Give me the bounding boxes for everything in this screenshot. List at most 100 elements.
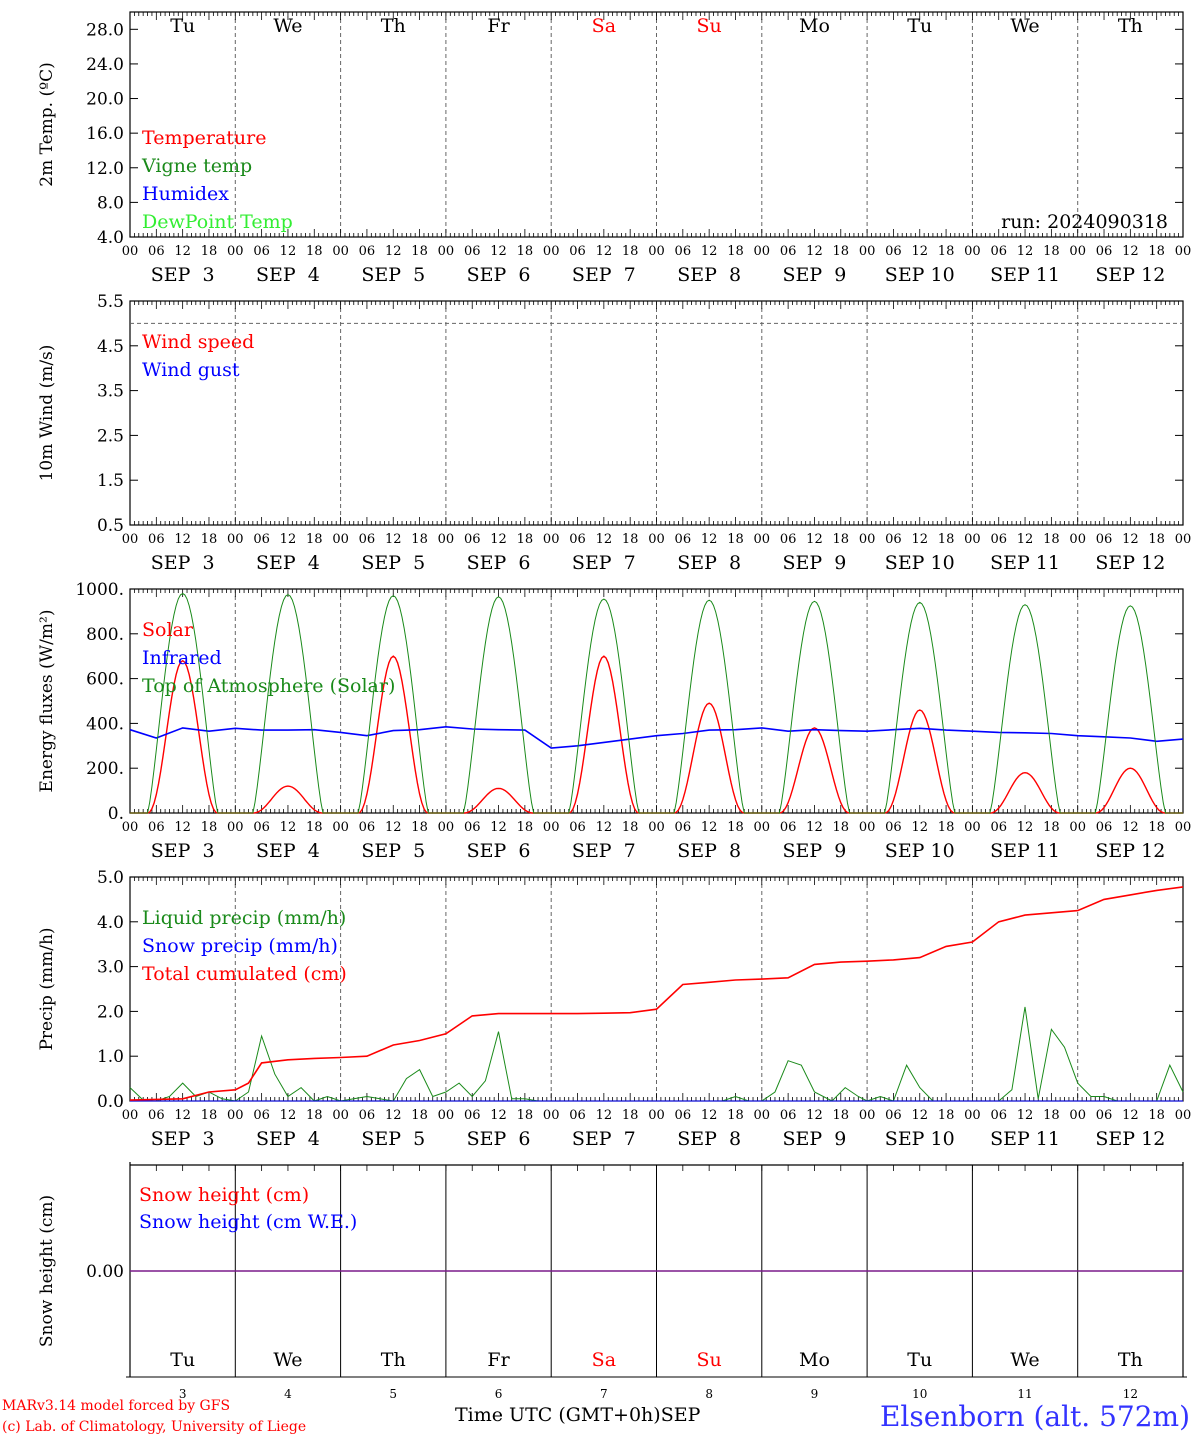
date-label: SEP 4 (256, 264, 320, 286)
hour-label: 00 (332, 820, 349, 835)
hour-label: 12 (280, 820, 297, 835)
date-label: SEP 11 (990, 840, 1060, 862)
hour-label: 12 (701, 532, 718, 547)
hour-label: 12 (806, 1108, 823, 1123)
hour-label: 18 (622, 532, 639, 547)
weekday-label: Tu (907, 15, 932, 37)
time-label-text: Time UTC (GMT+0h) (455, 1404, 661, 1426)
hour-label: 18 (938, 1108, 955, 1123)
hour-label: 00 (1175, 1108, 1192, 1123)
weekday-label: We (273, 1349, 302, 1371)
hour-label: 06 (780, 244, 797, 259)
y-tick-label: 0.5 (97, 516, 124, 536)
date-label: SEP 4 (256, 1128, 320, 1150)
hour-label: 06 (464, 820, 481, 835)
y-tick-label: 8.0 (97, 193, 124, 213)
hour-label: 06 (990, 1108, 1007, 1123)
hour-label: 00 (1069, 1108, 1086, 1123)
hour-label: 06 (675, 532, 692, 547)
hour-label: 18 (306, 820, 323, 835)
date-label: SEP 10 (885, 264, 955, 286)
date-label: SEP 10 (885, 840, 955, 862)
hour-label: 12 (385, 532, 402, 547)
hour-label: 12 (1122, 532, 1139, 547)
weekday-label: We (1010, 1349, 1039, 1371)
hour-label: 00 (1069, 820, 1086, 835)
weekday-label: Tu (170, 15, 195, 37)
hour-label: 00 (754, 244, 771, 259)
hour-label: 18 (1148, 244, 1165, 259)
hour-label: 12 (490, 532, 507, 547)
hour-label: 06 (780, 820, 797, 835)
hour-label: 12 (174, 1108, 191, 1123)
date-label: SEP 3 (151, 1128, 215, 1150)
legend-entry: Total cumulated (cm) (142, 963, 347, 985)
hour-label: 06 (148, 244, 165, 259)
y-tick-label: 28.0 (86, 20, 124, 40)
hour-label: 18 (517, 244, 534, 259)
hour-label: 12 (911, 1108, 928, 1123)
weekday-label: Th (381, 1349, 406, 1371)
hour-label: 06 (780, 1108, 797, 1123)
hour-label: 18 (727, 244, 744, 259)
legend-entry: Solar (142, 619, 194, 641)
hour-label: 12 (911, 244, 928, 259)
hour-label: 00 (648, 244, 665, 259)
hour-label: 12 (1122, 244, 1139, 259)
hour-label: 18 (833, 820, 850, 835)
hour-label: 00 (438, 244, 455, 259)
hour-label: 18 (517, 820, 534, 835)
weekday-label: Sa (592, 1349, 616, 1371)
date-label: SEP 11 (990, 1128, 1060, 1150)
hour-label: 18 (411, 1108, 428, 1123)
date-label: SEP 9 (783, 264, 847, 286)
hour-label: 00 (438, 1108, 455, 1123)
y-tick-label: 0. (108, 804, 124, 824)
hour-label: 00 (859, 532, 876, 547)
date-label: SEP 6 (467, 264, 531, 286)
hour-label: 06 (569, 532, 586, 547)
hour-label: 12 (385, 820, 402, 835)
hour-label: 06 (780, 532, 797, 547)
hour-label: 00 (648, 1108, 665, 1123)
hour-label: 12 (911, 532, 928, 547)
legend-entry: Vigne temp (141, 155, 252, 177)
hour-label: 00 (332, 1108, 349, 1123)
model-credit: MARv3.14 model forced by GFS (2, 1398, 231, 1414)
date-label: SEP 9 (783, 1128, 847, 1150)
hour-label: 00 (122, 820, 139, 835)
hour-label: 06 (569, 820, 586, 835)
hour-label: 12 (280, 1108, 297, 1123)
date-label: SEP 8 (677, 264, 741, 286)
hour-label: 06 (253, 532, 270, 547)
y-tick-label: 3.0 (97, 958, 124, 978)
y-tick-label: 0.00 (86, 1262, 124, 1282)
y-axis-title: Energy fluxes (W/m²) (37, 610, 57, 793)
hour-label: 00 (754, 820, 771, 835)
hour-label: 06 (464, 532, 481, 547)
date-label: SEP 12 (1095, 840, 1165, 862)
hour-label: 18 (411, 820, 428, 835)
day-number: 6 (495, 1387, 503, 1401)
day-number: 11 (1017, 1387, 1032, 1401)
hour-label: 00 (543, 532, 560, 547)
date-label: SEP 6 (467, 552, 531, 574)
day-number: 8 (705, 1387, 713, 1401)
date-label: SEP 12 (1095, 264, 1165, 286)
y-tick-label: 0.0 (97, 1092, 124, 1112)
hour-label: 06 (990, 244, 1007, 259)
y-tick-label: 1.0 (97, 1047, 124, 1067)
hour-label: 00 (543, 244, 560, 259)
y-tick-label: 20.0 (86, 90, 124, 110)
weekday-label: Tu (907, 1349, 932, 1371)
hour-label: 18 (517, 532, 534, 547)
hour-label: 00 (964, 532, 981, 547)
hour-label: 12 (1017, 820, 1034, 835)
hour-label: 00 (438, 532, 455, 547)
date-label: SEP 12 (1095, 1128, 1165, 1150)
weekday-label: Mo (799, 15, 830, 37)
hour-label: 06 (359, 1108, 376, 1123)
hour-label: 18 (727, 532, 744, 547)
hour-label: 18 (306, 532, 323, 547)
hour-label: 18 (727, 820, 744, 835)
